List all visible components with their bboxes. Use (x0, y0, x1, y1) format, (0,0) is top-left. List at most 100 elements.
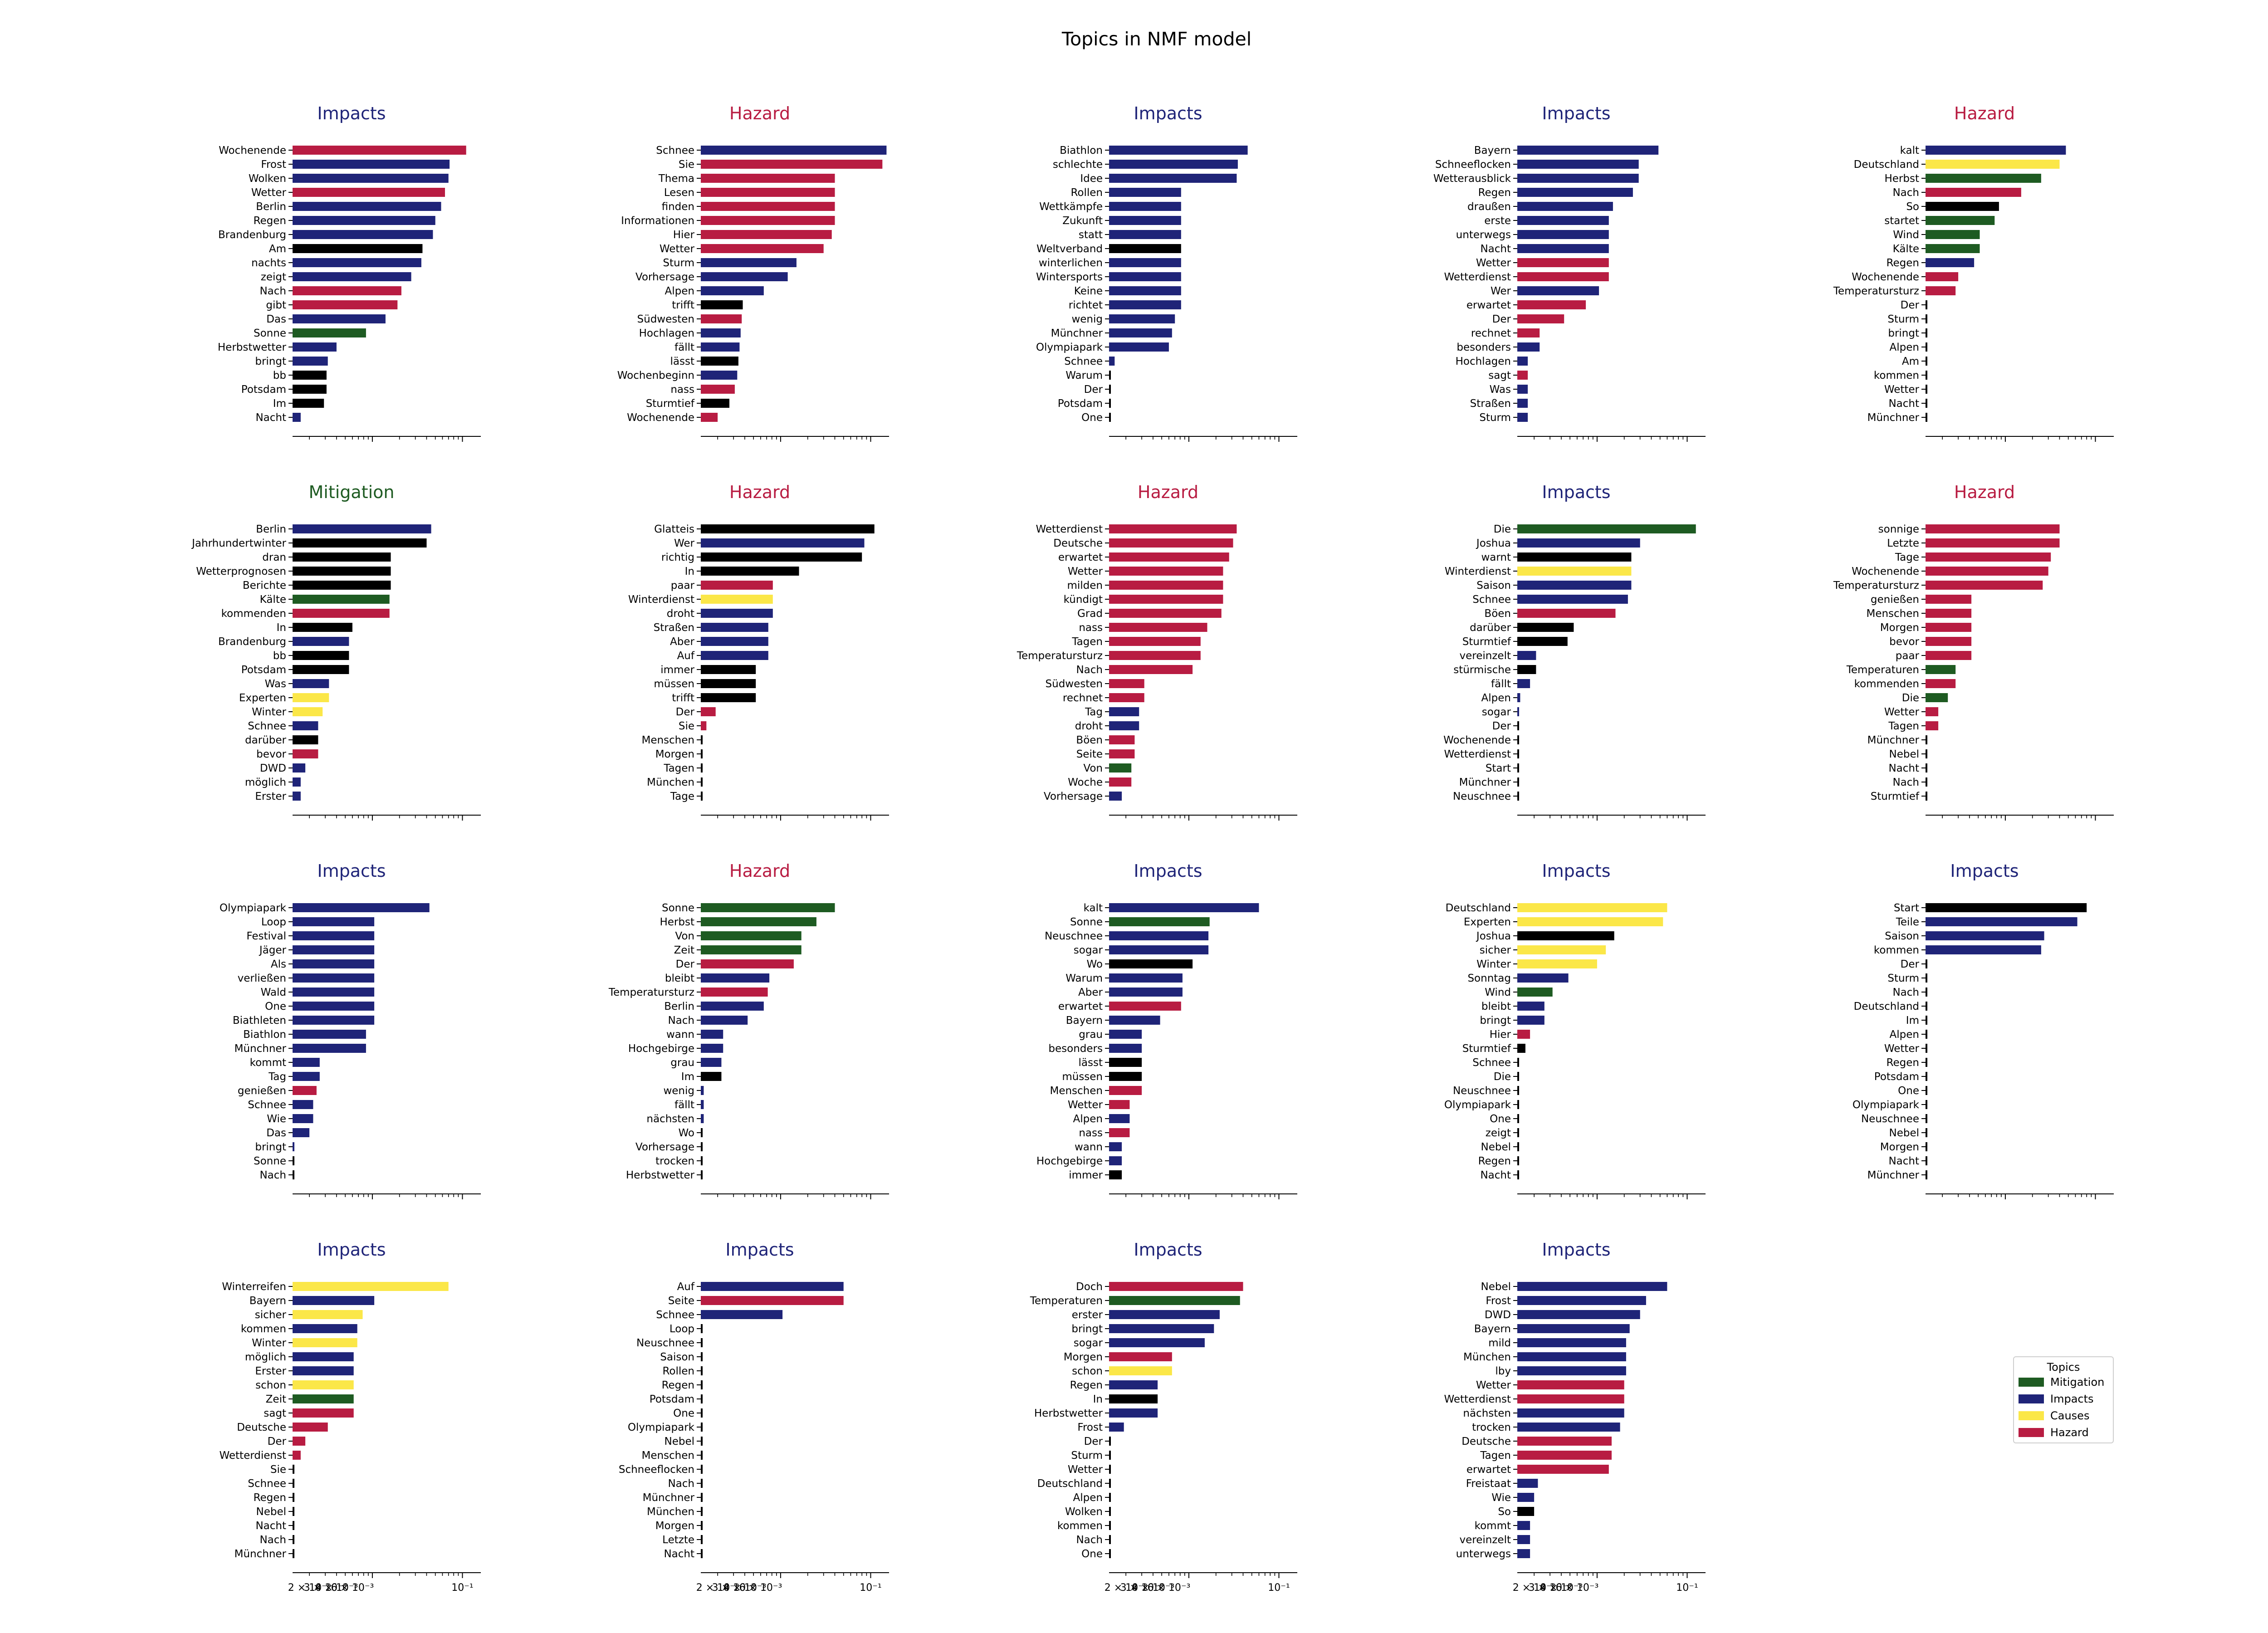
bar (1109, 792, 1122, 801)
word-label: darüber (245, 734, 286, 746)
word-label: Frost (1486, 1295, 1511, 1307)
word-label: kalt (1084, 902, 1103, 914)
word-label: Der (1901, 958, 1920, 970)
bar (701, 988, 768, 997)
bar (701, 314, 742, 323)
word-label: genießen (1871, 594, 1919, 606)
word-label: trifft (672, 299, 694, 311)
word-label: Potsdam (650, 1393, 694, 1405)
word-label: kündigt (1064, 594, 1103, 606)
bar (293, 1310, 363, 1319)
word-label: schlechte (1053, 159, 1103, 171)
word-label: Sturm (663, 257, 694, 269)
word-label: grau (1079, 1029, 1103, 1041)
bar (1926, 146, 2066, 155)
x-tick-label: 4 × 10⁻³ (723, 1582, 766, 1594)
bar (1109, 763, 1132, 772)
bar (1109, 988, 1183, 997)
bar (1109, 174, 1237, 183)
word-label: bb (273, 650, 286, 662)
word-label: Kälte (260, 594, 286, 606)
bar (293, 314, 386, 323)
panel-title: Impacts (725, 1240, 794, 1260)
bar (293, 735, 318, 744)
word-label: Sonne (254, 1155, 286, 1167)
word-label: Erster (255, 1365, 286, 1377)
word-label: Nacht (255, 412, 286, 424)
bar (1926, 300, 1927, 309)
word-label: Sonne (254, 328, 286, 339)
word-label: Der (1901, 299, 1920, 311)
bar (1517, 1058, 1519, 1067)
panel: Impacts Auf Seite Schnee Loop Neuschnee Saison… (619, 1240, 889, 1594)
word-label: droht (1075, 720, 1103, 732)
bar (1109, 1423, 1124, 1432)
word-label: paar (671, 580, 695, 592)
word-label: In (277, 622, 286, 634)
word-label: Sturmtief (1462, 636, 1511, 648)
word-label: Wetter (1068, 1099, 1103, 1111)
bar (701, 146, 887, 155)
word-label: Schnee (656, 1309, 694, 1321)
word-label: Wald (261, 987, 286, 998)
bar (701, 1521, 703, 1530)
word-label: Das (266, 313, 286, 325)
x-tick-label: 6 × 10⁻³ (739, 1582, 782, 1594)
bar (293, 272, 411, 281)
word-label: unterwegs (1456, 229, 1511, 241)
bar (1517, 1156, 1519, 1165)
word-label: So (1906, 201, 1919, 213)
bar (1517, 1507, 1535, 1516)
bar (701, 1100, 704, 1109)
word-label: München (1463, 1351, 1511, 1363)
word-label: Die (1494, 523, 1511, 535)
word-label: kommen (241, 1323, 286, 1335)
bar (1926, 567, 2048, 576)
panel-title: Impacts (1542, 482, 1610, 502)
panel: Impacts kalt Sonne Neuschnee sogar Wo Warum Abe… (1036, 861, 1297, 1199)
bar (701, 385, 735, 394)
word-label: Sonne (1070, 916, 1103, 928)
bar (293, 258, 421, 267)
bar (701, 1002, 764, 1011)
bar (1109, 160, 1238, 169)
word-label: Nebel (256, 1506, 287, 1518)
bar (293, 1072, 320, 1081)
word-label: Deutschland (1854, 159, 1919, 171)
bar (1517, 216, 1609, 225)
panel-title: Impacts (1542, 1240, 1610, 1260)
word-label: erwartet (1466, 1464, 1511, 1476)
word-label: nachts (251, 257, 286, 269)
bar (1517, 146, 1659, 155)
word-label: Als (271, 958, 286, 970)
x-tick-label: 2 × 10⁻³ (696, 1582, 739, 1594)
word-label: Joshua (1476, 930, 1511, 942)
word-label: Schnee (248, 1099, 286, 1111)
word-label: Brandenburg (218, 229, 286, 241)
word-label: Morgen (1064, 1351, 1103, 1363)
word-label: Nacht (1888, 1155, 1919, 1167)
bar (1109, 272, 1181, 281)
bar (1517, 1479, 1538, 1488)
bar (701, 567, 799, 576)
bar (1517, 1282, 1667, 1291)
bar (701, 1170, 703, 1179)
legend-item-impacts: Impacts (2014, 1390, 2113, 1407)
bar (701, 1282, 844, 1291)
word-label: One (673, 1408, 694, 1419)
word-label: Nach (259, 285, 286, 297)
bar (1109, 707, 1139, 716)
bar (1517, 258, 1609, 267)
bar (701, 679, 756, 688)
word-label: gibt (266, 299, 286, 311)
bar (1109, 146, 1248, 155)
word-label: sonnige (1878, 523, 1919, 535)
word-label: fällt (675, 342, 694, 353)
bar (293, 749, 318, 758)
bar (293, 216, 435, 225)
word-label: Frost (1077, 1422, 1103, 1433)
x-tick-label: 2 × 10⁻³ (1105, 1582, 1148, 1594)
word-label: Potsdam (241, 384, 286, 396)
word-label: kommen (1874, 370, 1919, 381)
word-label: Alpen (1073, 1492, 1103, 1504)
